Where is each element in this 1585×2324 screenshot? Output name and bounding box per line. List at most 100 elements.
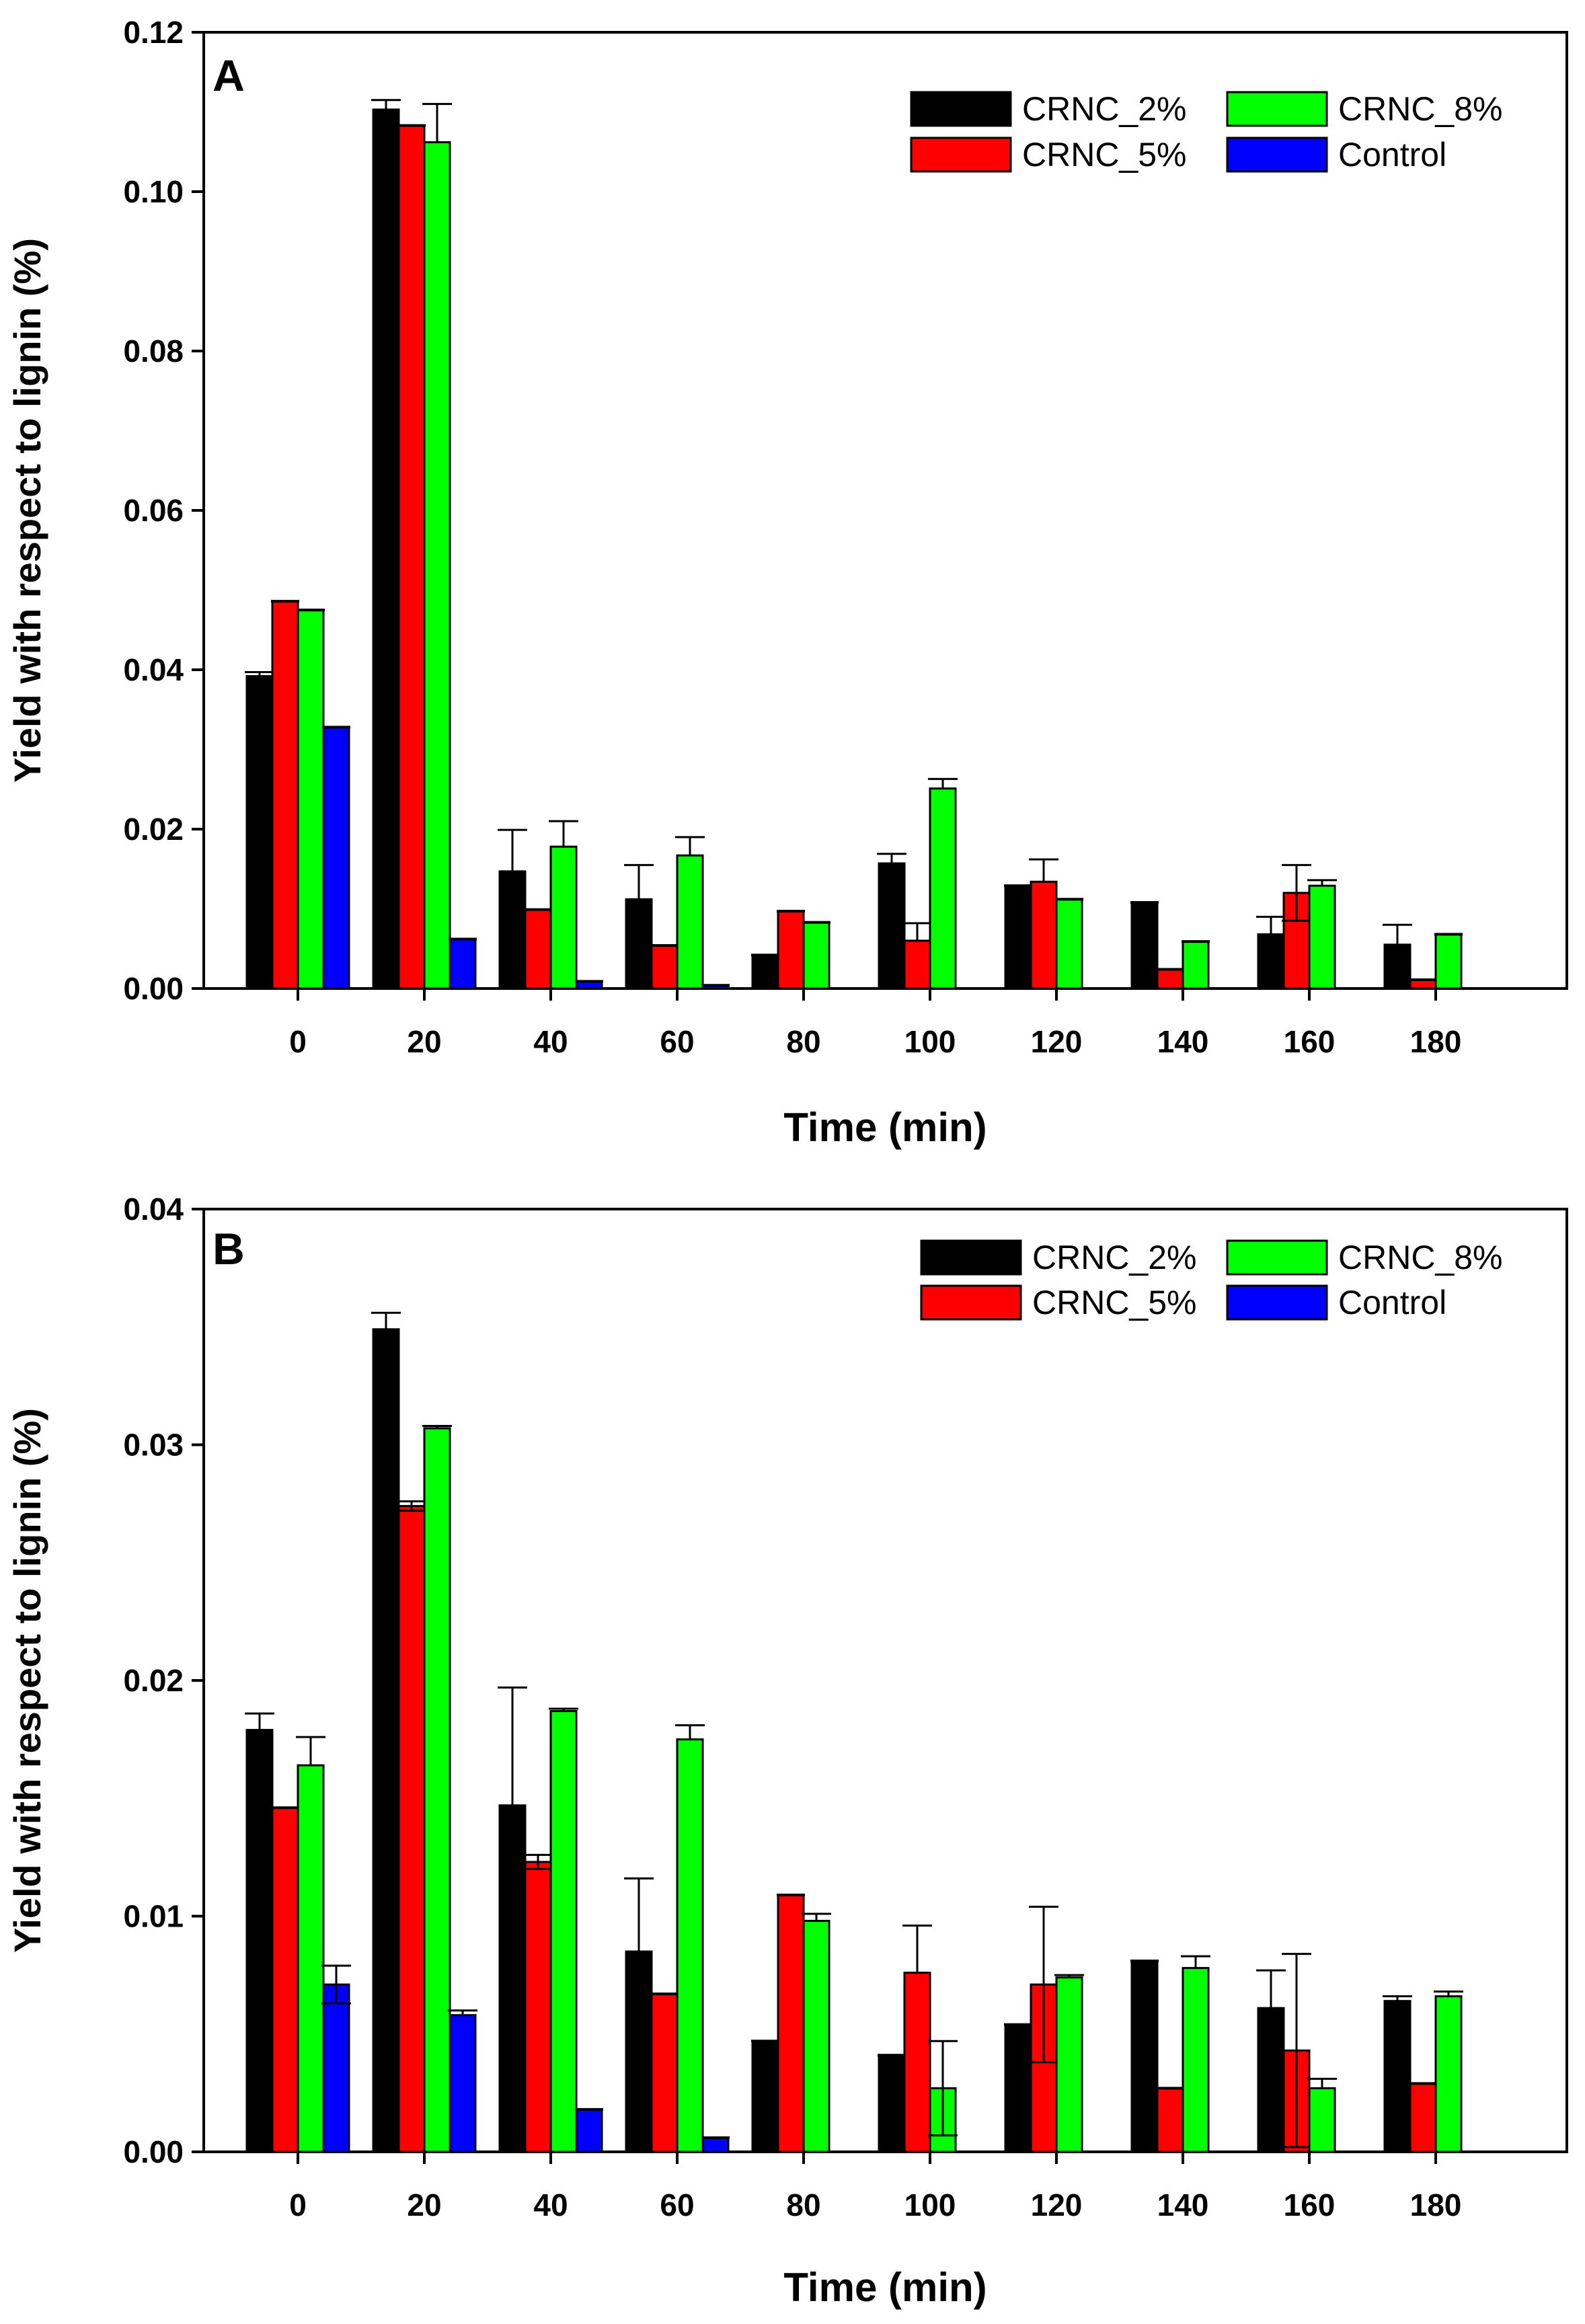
x-tick-label: 20 xyxy=(407,1024,441,1059)
bar-crnc5 xyxy=(1409,2082,1437,2153)
bar-crnc2 xyxy=(245,1729,274,2153)
x-tick-label: 20 xyxy=(407,2187,441,2222)
bar-crnc5 xyxy=(1156,968,1184,990)
bar-crnc2 xyxy=(498,870,527,990)
bar-crnc5 xyxy=(777,910,805,990)
legend-swatch xyxy=(920,1284,1022,1321)
x-tick-label: 140 xyxy=(1157,1024,1209,1059)
x-tick-label: 40 xyxy=(533,2187,568,2222)
bar-crnc8 xyxy=(1182,940,1210,990)
legend: CRNC_2% CRNC_5% CRNC_8% Control xyxy=(920,1239,1503,1321)
y-tick-label: 0.04 xyxy=(123,1192,184,1227)
bar-crnc2 xyxy=(1383,943,1412,990)
legend-swatch xyxy=(1226,137,1328,173)
bar-crnc5 xyxy=(650,944,679,990)
legend-swatch xyxy=(1226,91,1328,127)
bar-crnc2 xyxy=(625,1950,653,2153)
bar-crnc2 xyxy=(1004,884,1032,990)
x-tick-label: 100 xyxy=(904,1024,956,1059)
legend-label: CRNC_2% xyxy=(1022,90,1187,128)
x-axis-label: Time (min) xyxy=(783,1105,987,1150)
y-tick-label: 0.08 xyxy=(123,334,184,369)
bar-crnc8 xyxy=(1308,2087,1336,2153)
legend-swatch xyxy=(920,1239,1022,1276)
bar-crnc5 xyxy=(903,939,931,990)
bar-crnc8 xyxy=(1055,898,1083,990)
y-tick-label: 0.00 xyxy=(123,971,184,1006)
legend: CRNC_2% CRNC_5% CRNC_8% Control xyxy=(910,90,1503,173)
bar-crnc2 xyxy=(1383,2000,1412,2153)
bar-crnc2 xyxy=(1004,2023,1032,2153)
x-tick-label: 120 xyxy=(1031,2187,1083,2222)
panel-label: B xyxy=(212,1224,245,1274)
legend-label: CRNC_8% xyxy=(1338,1239,1503,1276)
bar-crnc2 xyxy=(878,862,906,990)
legend-label: CRNC_8% xyxy=(1338,90,1503,128)
legend-label: CRNC_2% xyxy=(1032,1239,1197,1276)
x-tick-label: 80 xyxy=(786,2187,820,2222)
y-tick-label: 0.02 xyxy=(123,1663,184,1698)
bar-crnc2 xyxy=(1130,1960,1159,2153)
bar-crnc2 xyxy=(245,674,274,990)
bar-control xyxy=(449,2014,477,2153)
y-tick-label: 0.06 xyxy=(123,493,184,528)
bar-crnc8 xyxy=(929,787,957,990)
bar-crnc2 xyxy=(372,108,400,990)
bar-crnc5 xyxy=(271,1806,299,2153)
y-tick-label: 0.03 xyxy=(123,1428,184,1463)
bar-crnc8 xyxy=(676,854,704,990)
bar-crnc2 xyxy=(372,1328,400,2153)
bar-crnc8 xyxy=(549,845,578,990)
bar-crnc2 xyxy=(878,2054,906,2153)
x-tick-label: 0 xyxy=(289,2187,307,2222)
bar-crnc8 xyxy=(423,141,451,990)
bar-crnc8 xyxy=(676,1738,704,2153)
x-tick-label: 80 xyxy=(786,1024,820,1059)
bar-control xyxy=(701,2136,730,2153)
bar-control xyxy=(575,2108,603,2153)
legend-label: CRNC_5% xyxy=(1032,1284,1197,1321)
x-tick-label: 60 xyxy=(660,2187,694,2222)
y-tick-label: 0.10 xyxy=(123,174,184,209)
bar-crnc5 xyxy=(524,1861,552,2153)
bar-crnc8 xyxy=(297,1764,325,2153)
y-axis-label: Yield with respect to lignin (%) xyxy=(6,238,48,783)
bar-crnc5 xyxy=(524,908,552,990)
legend-label: CRNC_5% xyxy=(1022,136,1187,173)
bar-crnc2 xyxy=(751,954,779,990)
x-tick-label: 100 xyxy=(904,2187,956,2222)
bar-crnc5 xyxy=(1030,880,1058,990)
y-axis-label: Yield with respect to lignin (%) xyxy=(6,1408,48,1953)
bar-crnc2 xyxy=(1257,2007,1285,2153)
bar-crnc8 xyxy=(802,1920,830,2153)
bar-crnc5 xyxy=(271,600,299,990)
bar-control xyxy=(322,726,350,990)
bar-crnc5 xyxy=(903,1972,931,2153)
bar-crnc8 xyxy=(1055,1976,1083,2153)
panel-label: A xyxy=(212,50,245,100)
bar-crnc8 xyxy=(1434,933,1463,990)
bar-crnc2 xyxy=(1257,933,1285,990)
x-tick-label: 120 xyxy=(1031,1024,1083,1059)
y-tick-label: 0.02 xyxy=(123,812,184,847)
x-axis-label: Time (min) xyxy=(783,2265,987,2310)
bar-crnc8 xyxy=(1182,1967,1210,2153)
bar-crnc8 xyxy=(549,1710,578,2153)
bar-control xyxy=(449,938,477,990)
y-tick-label: 0.00 xyxy=(123,2134,184,2169)
bar-crnc8 xyxy=(1308,884,1336,990)
panel-a-chart: 0.00 0.02 0.04 0.06 0.08 0.10 0.12 0 20 40 60 80 100… xyxy=(6,15,1568,1150)
bar-crnc8 xyxy=(1434,1995,1463,2153)
legend-swatch xyxy=(1226,1284,1328,1321)
y-tick-label: 0.12 xyxy=(123,15,184,50)
x-tick-label: 180 xyxy=(1410,1024,1462,1059)
bar-crnc2 xyxy=(625,898,653,990)
bar-crnc5 xyxy=(777,1894,805,2153)
bar-crnc5 xyxy=(397,1505,426,2153)
x-tick-label: 140 xyxy=(1157,2187,1209,2222)
x-tick-label: 60 xyxy=(660,1024,694,1059)
y-tick-label: 0.01 xyxy=(123,1899,184,1934)
bar-crnc8 xyxy=(423,1427,451,2153)
x-tick-label: 160 xyxy=(1284,1024,1336,1059)
